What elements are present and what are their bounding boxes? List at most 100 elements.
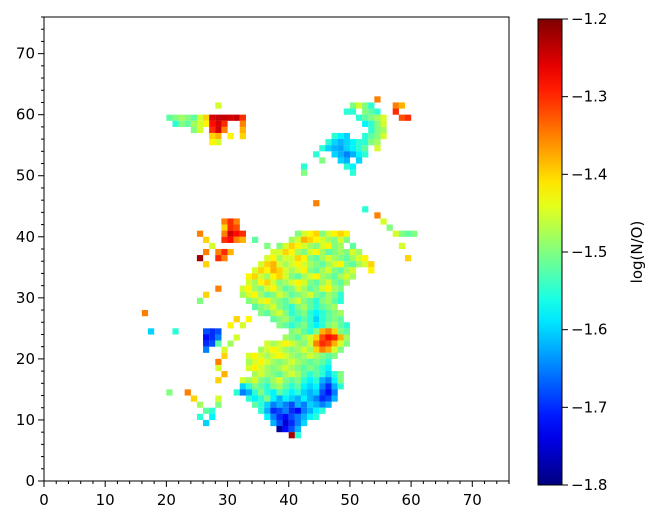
heatmap-cell	[331, 328, 338, 335]
colorbar-tick-label: −1.2	[571, 10, 607, 28]
heatmap-cell	[282, 407, 289, 414]
heatmap-cell	[313, 413, 320, 420]
heatmap-cell	[355, 261, 363, 268]
heatmap-cell	[313, 242, 320, 250]
heatmap-cell	[337, 273, 344, 280]
heatmap-cell	[404, 114, 412, 121]
heatmap-cell	[325, 255, 332, 262]
heatmap-cell	[288, 297, 295, 304]
heatmap-cell	[264, 310, 271, 317]
heatmap-cell	[251, 358, 259, 366]
heatmap-cell	[355, 157, 363, 164]
heatmap-cell	[251, 383, 259, 390]
heatmap-cell	[331, 371, 338, 378]
heatmap-cell	[319, 297, 326, 304]
heatmap-cell	[227, 224, 234, 231]
heatmap-cell	[282, 364, 289, 372]
heatmap-cell	[307, 316, 314, 323]
heatmap-cell	[337, 279, 344, 286]
heatmap-cell	[227, 340, 234, 347]
heatmap-cell	[270, 255, 277, 262]
heatmap-cell	[294, 419, 302, 427]
heatmap-cell	[343, 340, 350, 347]
heatmap-cell	[251, 389, 259, 396]
heatmap-cell	[325, 297, 332, 304]
y-tick-label: 60	[16, 106, 35, 124]
heatmap-cell	[374, 132, 381, 140]
heatmap-cell	[307, 273, 314, 280]
heatmap-cell	[337, 145, 344, 152]
heatmap-cell	[203, 328, 210, 335]
heatmap-cell	[331, 151, 338, 158]
heatmap-cell	[368, 139, 375, 146]
heatmap-cell	[288, 267, 295, 274]
heatmap-cell	[307, 285, 314, 292]
heatmap-cell	[282, 401, 289, 408]
heatmap-cell	[245, 291, 253, 298]
heatmap-cell	[362, 108, 369, 115]
heatmap-cell	[270, 389, 277, 396]
heatmap-cell	[300, 334, 308, 341]
heatmap-cell	[258, 401, 265, 408]
heatmap-cell	[276, 364, 283, 372]
heatmap-cell	[362, 261, 369, 268]
heatmap-cell	[294, 352, 302, 359]
heatmap-cell	[300, 273, 308, 280]
heatmap-cell	[307, 383, 314, 390]
heatmap-cell	[313, 322, 320, 329]
heatmap-cell	[294, 371, 302, 378]
heatmap-cell	[380, 218, 387, 225]
heatmap-cell	[251, 364, 259, 372]
heatmap-cell	[325, 346, 332, 353]
heatmap-cell	[276, 291, 283, 298]
heatmap-cell	[300, 163, 308, 170]
heatmap-cell	[276, 346, 283, 353]
heatmap-cell	[325, 261, 332, 268]
heatmap-cell	[221, 224, 228, 231]
heatmap-cell	[209, 120, 216, 127]
heatmap-cell	[294, 279, 302, 286]
heatmap-cell	[294, 340, 302, 347]
heatmap-cell	[325, 322, 332, 329]
heatmap-cell	[349, 242, 357, 250]
heatmap-cell	[264, 395, 271, 402]
heatmap-cell	[313, 273, 320, 280]
heatmap-cell	[288, 377, 295, 384]
heatmap-cell	[355, 248, 363, 256]
heatmap-cell	[331, 267, 338, 274]
heatmap-cell	[270, 291, 277, 298]
heatmap-cell	[300, 371, 308, 378]
heatmap-cell	[337, 285, 344, 292]
heatmap-cell	[245, 297, 253, 304]
heatmap-cell	[307, 328, 314, 335]
heatmap-cell	[331, 230, 338, 237]
heatmap-cell	[245, 383, 253, 390]
heatmap-cell	[209, 407, 216, 414]
heatmap-cell	[337, 316, 344, 323]
heatmap-cell	[294, 401, 302, 408]
heatmap-cell	[368, 102, 375, 109]
heatmap-cell	[282, 242, 289, 250]
heatmap-cell	[331, 255, 338, 262]
heatmap-cell	[184, 389, 191, 396]
heatmap-cell	[258, 371, 265, 378]
heatmap-cell	[325, 303, 332, 311]
heatmap-cell	[337, 291, 344, 298]
heatmap-cell	[307, 248, 314, 256]
heatmap-cell	[251, 371, 259, 378]
heatmap-cell	[337, 242, 344, 250]
heatmap-cell	[362, 114, 369, 121]
heatmap-cell	[294, 291, 302, 298]
heatmap-cell	[276, 267, 283, 274]
heatmap-cell	[331, 316, 338, 323]
heatmap-cell	[196, 230, 204, 237]
heatmap-cell	[258, 383, 265, 390]
heatmap-cell	[343, 139, 350, 146]
heatmap-cell	[245, 273, 253, 280]
heatmap-cell	[325, 364, 332, 372]
heatmap-cell	[233, 389, 240, 396]
heatmap-cell	[282, 322, 289, 329]
heatmap-cell	[319, 291, 326, 298]
heatmap-cell	[337, 334, 344, 341]
heatmap-cell	[300, 395, 308, 402]
